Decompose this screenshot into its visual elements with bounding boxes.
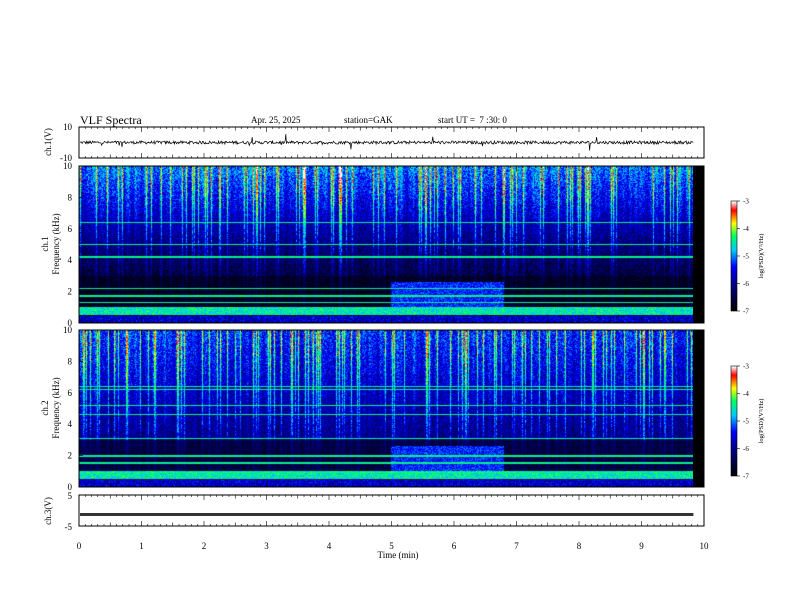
- ch2-spectrogram-image: [79, 330, 693, 487]
- ch1-waveform-line: [79, 134, 694, 151]
- y-tick-label: 4: [68, 419, 73, 429]
- ch2-colorbar-label: log(PSD)(V²/Hz): [758, 399, 765, 444]
- colorbar-tick-label: -5: [743, 418, 749, 426]
- ch1-colorbar-label: log(PSD)(V²/Hz): [758, 234, 765, 279]
- colorbar-tick-label: -4: [743, 225, 749, 233]
- ch1-spectrogram-image: [79, 166, 693, 323]
- y-tick-label: 0: [68, 318, 73, 328]
- x-axis: 0 1 2 3 4 5 6 7 8 9 10: [77, 541, 709, 551]
- ch1-waveform-panel: 10 -10 ch.1(V): [43, 122, 705, 163]
- ch3-ytick-label: 5: [68, 491, 73, 501]
- y-tick-label: 6: [68, 388, 73, 398]
- y-tick-label: 2: [68, 451, 73, 461]
- y-tick-label: 2: [68, 287, 73, 297]
- ch1-ytick-label: 10: [63, 122, 73, 132]
- x-tick-label: 2: [202, 541, 207, 551]
- x-tick-label: 4: [327, 541, 332, 551]
- x-tick-label: 5: [389, 541, 394, 551]
- colorbar-tick-label: -7: [743, 473, 749, 481]
- ch1-ylabel: ch.1(V): [43, 128, 53, 156]
- x-tick-label: 7: [514, 541, 519, 551]
- y-tick-label: 8: [68, 356, 73, 366]
- ch3-waveform-panel: 5 -5 ch.3(V): [43, 491, 705, 532]
- x-tick-label: 10: [700, 541, 710, 551]
- ch2-spectrogram-ylabel-2: Frequency (kHz): [51, 377, 61, 438]
- x-tick-label: 6: [452, 541, 457, 551]
- x-tick-label: 3: [264, 541, 269, 551]
- ch3-waveform-line: [80, 513, 694, 516]
- y-tick-label: 8: [68, 192, 73, 202]
- x-axis-label: Time (min): [378, 550, 419, 560]
- colorbar-tick-label: -5: [743, 253, 749, 261]
- ch1-ytick-label: -10: [60, 153, 72, 163]
- colorbar-tick-label: -6: [743, 280, 749, 288]
- ch1-spectrogram-ylabel: ch.1: [40, 236, 50, 251]
- x-tick-label: 8: [577, 541, 582, 551]
- ch3-ylabel: ch.3(V): [43, 497, 53, 525]
- ch2-colorbar: [731, 366, 737, 476]
- y-tick-label: 6: [68, 224, 73, 234]
- colorbar-tick-label: -4: [743, 390, 749, 398]
- x-tick-label: 9: [639, 541, 644, 551]
- x-tick-label: 0: [77, 541, 82, 551]
- ch1-spectrogram-ylabel-2: Frequency (kHz): [51, 213, 61, 274]
- y-tick-label: 10: [63, 161, 73, 171]
- date-label: Apr. 25, 2025: [251, 115, 301, 125]
- colorbar-tick-label: -6: [743, 445, 749, 453]
- colorbar-tick-label: -7: [743, 308, 749, 316]
- colorbar-tick-label: -3: [743, 363, 749, 371]
- x-tick-label: 1: [139, 541, 144, 551]
- y-tick-label: 0: [68, 482, 73, 492]
- y-tick-label: 4: [68, 255, 73, 265]
- ch1-colorbar: [731, 201, 737, 311]
- figure-title: VLF Spectra: [80, 113, 142, 127]
- colorbar-tick-label: -3: [743, 198, 749, 206]
- station-label: station=GAK: [344, 115, 393, 125]
- ch3-ytick-label: -5: [65, 522, 73, 532]
- start-ut-label: start UT = 7 :30: 0: [438, 115, 507, 125]
- y-tick-label: 10: [63, 325, 73, 335]
- ch2-spectrogram-ylabel: ch.2: [40, 400, 50, 415]
